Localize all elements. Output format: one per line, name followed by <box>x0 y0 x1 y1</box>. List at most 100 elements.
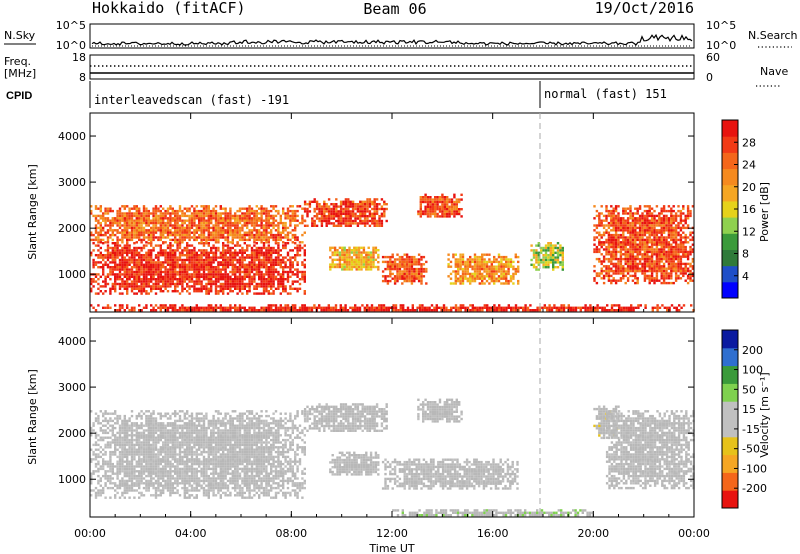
colorbar-swatch <box>722 200 738 218</box>
x-tick-label: 12:00 <box>376 527 408 540</box>
colorbar-swatch <box>722 365 738 384</box>
nsky-line <box>91 33 693 46</box>
colorbar-swatch <box>722 152 738 170</box>
freq-label-line2: [MHz] <box>4 67 36 80</box>
x-tick-label: 00:00 <box>74 527 106 540</box>
cpid-mode-1: interleavedscan (fast) -191 <box>94 93 289 107</box>
freq-panel <box>89 54 695 80</box>
y-tick-label: 3000 <box>58 381 86 394</box>
y-tick-label: 4000 <box>58 130 86 143</box>
echo-region <box>90 242 306 295</box>
colorbar-swatch <box>722 233 738 250</box>
colorbar-swatch <box>722 454 738 473</box>
date-title: 19/Oct/2016 <box>595 0 694 17</box>
y-tick-label: 1000 <box>58 473 86 486</box>
x-tick-label: 08:00 <box>275 527 307 540</box>
echo-region <box>90 205 306 244</box>
velocity-colorbar: -200 -100 -50 -15 15 50 100 200 <box>721 329 767 509</box>
colorbar-frame <box>721 329 739 509</box>
colorbar-swatch <box>722 436 738 456</box>
colorbar-tick-label: 28 <box>742 136 756 149</box>
freq-right-tick-top: 60 <box>706 51 720 64</box>
y-tick-label: 1000 <box>58 268 86 281</box>
cpid-mode-2: normal (fast) 151 <box>544 87 667 101</box>
colorbar-tick-label: 12 <box>742 225 756 238</box>
colorbar-swatch <box>722 330 738 349</box>
nsky-panel <box>89 23 695 49</box>
echo-region <box>593 205 695 285</box>
echo-region <box>329 451 380 476</box>
echo-region <box>447 253 520 285</box>
echo-region <box>381 458 519 490</box>
colorbar-swatch <box>722 347 738 367</box>
colorbar-swatch <box>722 401 738 420</box>
colorbar-tick-label: 4 <box>742 270 749 283</box>
x-tick-label: 20:00 <box>577 527 609 540</box>
colorbar-tick-label: -100 <box>742 462 767 475</box>
colorbar-tick-label: 16 <box>742 203 756 216</box>
colorbar-swatch <box>722 120 738 137</box>
echo-region <box>329 246 380 271</box>
nsky-noise-trace <box>91 33 693 47</box>
nsky-right-tick-top: 10^5 <box>706 19 736 32</box>
y-tick-label: 2000 <box>58 427 86 440</box>
colorbar-tick-label: 100 <box>742 364 763 377</box>
beam-title: Beam 06 <box>363 0 426 18</box>
freq-right-tick-bottom: 0 <box>706 71 713 84</box>
power-heatmap <box>90 193 695 312</box>
nsearch-label: N.Search <box>748 29 798 42</box>
echo-region <box>90 410 306 499</box>
y-tick-label: 3000 <box>58 176 86 189</box>
echo-region <box>303 198 388 227</box>
freq-left-tick-bottom: 8 <box>79 71 86 84</box>
freq-left-tick-top: 18 <box>72 51 86 64</box>
nsky-label: N.Sky <box>4 29 36 42</box>
power-axes: 1000 2000 3000 4000 <box>58 113 695 312</box>
colorbar-swatch <box>722 419 738 438</box>
x-tick-label: 00:00 <box>678 527 710 540</box>
echo-region <box>417 398 463 423</box>
echo-region <box>530 242 564 271</box>
echo-region <box>381 253 428 285</box>
y-tick-label: 2000 <box>58 222 86 235</box>
y-tick-label: 4000 <box>58 335 86 348</box>
colorbar-swatch <box>722 217 738 234</box>
power-ylabel: Slant Range [km] <box>26 164 39 260</box>
x-tick-label: 16:00 <box>477 527 509 540</box>
echo-region <box>605 410 695 490</box>
nave-label: Nave <box>760 65 788 78</box>
colorbar-tick-label: -15 <box>742 423 760 436</box>
colorbar-tick-label: 24 <box>742 159 756 172</box>
freq-label-line1: Freq. <box>4 55 31 68</box>
radar-title: Hokkaido (fitACF) <box>92 0 246 17</box>
x-axis-label: Time UT <box>368 542 414 554</box>
echo-region <box>303 403 388 432</box>
colorbar-swatch <box>722 490 738 509</box>
colorbar-tick-label: 50 <box>742 383 756 396</box>
colorbar-swatch <box>722 184 738 202</box>
colorbar-tick-label: 15 <box>742 403 756 416</box>
colorbar-swatch <box>722 249 738 267</box>
colorbar-tick-label: -200 <box>742 482 767 495</box>
echo-region <box>417 193 463 218</box>
colorbar-swatch <box>722 281 738 299</box>
colorbar-swatch <box>722 168 738 186</box>
colorbar-tick-label: -50 <box>742 443 760 456</box>
colorbar-swatch <box>722 265 738 283</box>
colorbar-tick-label: 20 <box>742 181 756 194</box>
velocity-axes: 1000 2000 3000 4000 00:00 04:00 08:00 12:00 16:0… <box>58 318 710 540</box>
colorbar-swatch <box>722 472 738 491</box>
nsky-right-tick-bottom: 10^0 <box>706 39 736 52</box>
colorbar-tick-label: 8 <box>742 248 749 261</box>
colorbar-tick-label: 200 <box>742 344 763 357</box>
power-colorbar-label: Power [dB] <box>758 182 771 242</box>
velocity-ylabel: Slant Range [km] <box>26 369 39 465</box>
velocity-colorbar-label: Velocity [m s⁻¹] <box>758 372 771 457</box>
nsky-left-tick-bottom: 10^0 <box>56 39 86 52</box>
colorbar-swatch <box>722 383 738 402</box>
power-colorbar: 4 8 12 16 20 24 28 <box>721 119 756 299</box>
cpid-label: CPID <box>6 90 32 102</box>
velocity-heatmap <box>90 398 695 517</box>
x-tick-label: 04:00 <box>175 527 207 540</box>
